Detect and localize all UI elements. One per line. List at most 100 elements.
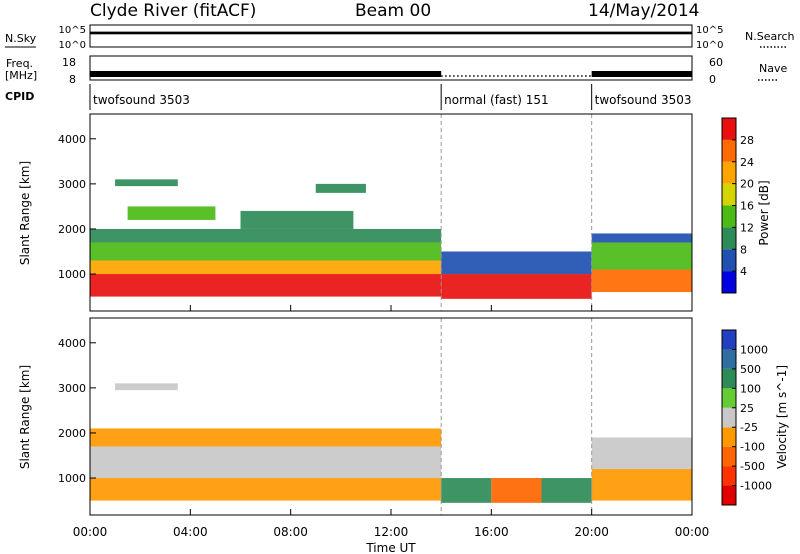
noise-lines bbox=[90, 31, 692, 35]
colorbar-tick-label-4: 25 bbox=[740, 402, 754, 415]
heatmap-cell-5 bbox=[240, 210, 354, 229]
colorbar-swatch-7 bbox=[722, 349, 736, 369]
freq-right-tick-top: 60 bbox=[709, 56, 723, 69]
colorbar-tick-label-2: 12 bbox=[740, 221, 754, 234]
x-tick-label-5: 20:00 bbox=[574, 525, 609, 539]
power-y-label: Slant Range [km] bbox=[18, 161, 32, 265]
noise-left-label: N.Sky bbox=[5, 32, 37, 45]
colorbar-swatch-0 bbox=[722, 271, 736, 293]
heatmap-cell-1 bbox=[90, 446, 442, 479]
colorbar-tick-label-0: -1000 bbox=[740, 480, 772, 493]
colorbar-tick-label-1: 8 bbox=[740, 243, 747, 256]
heatmap-cell-2 bbox=[90, 242, 442, 261]
power-colorbar: 4 8 12 16 20 24 28 bbox=[721, 117, 754, 294]
x-tick-label-6: 00:00 bbox=[675, 525, 710, 539]
cpid-label: CPID bbox=[5, 90, 34, 103]
noise-right-label: N.Search bbox=[745, 30, 795, 43]
heatmap-cell-2 bbox=[90, 428, 442, 447]
colorbar-frame bbox=[721, 329, 737, 506]
heatmap-cell-0 bbox=[90, 478, 442, 501]
x-tick-label-3: 12:00 bbox=[374, 525, 409, 539]
x-tick-label-4: 16:00 bbox=[474, 525, 509, 539]
station-title: Clyde River (fitACF) bbox=[90, 1, 256, 21]
x-tick-label-2: 08:00 bbox=[273, 525, 308, 539]
colorbar-swatch-1 bbox=[722, 466, 736, 486]
y-tick-label-3: 4000 bbox=[58, 133, 86, 146]
heatmap-cell-6 bbox=[541, 478, 592, 503]
velocity-heatmap bbox=[90, 318, 692, 515]
cpid-segment-label-1: normal (fast) 151 bbox=[444, 93, 548, 107]
freq-left-tick-bottom: 8 bbox=[69, 73, 76, 86]
heatmap-cell-7 bbox=[315, 183, 366, 193]
beam-title: Beam 00 bbox=[355, 1, 431, 21]
colorbar-tick-label-4: 20 bbox=[740, 178, 754, 191]
freq-panel-frame bbox=[89, 55, 693, 81]
time-axis-label: Time UT bbox=[365, 541, 416, 554]
heatmap-cell-4 bbox=[441, 478, 492, 503]
heatmap-cell-11 bbox=[591, 242, 692, 270]
nave-label: Nave bbox=[759, 62, 787, 75]
heatmap-cell-4 bbox=[127, 206, 216, 220]
colorbar-tick-label-3: 16 bbox=[740, 200, 754, 213]
heatmap-cell-9 bbox=[441, 251, 592, 275]
heatmap-cell-8 bbox=[591, 437, 692, 470]
y-tick-label-3: 4000 bbox=[58, 337, 86, 350]
freq-left-tick-top: 18 bbox=[62, 56, 76, 69]
colorbar-swatch-6 bbox=[722, 139, 736, 162]
colorbar-tick-label-5: 100 bbox=[740, 382, 761, 395]
heatmap-cell-3 bbox=[90, 228, 442, 243]
colorbar-tick-label-0: 4 bbox=[740, 265, 747, 278]
freq-segment-1 bbox=[441, 71, 591, 77]
velocity-colorbar-label: Velocity [m s^-1] bbox=[775, 365, 789, 469]
y-tick-label-1: 2000 bbox=[58, 223, 86, 236]
noise-left-tick-bottom: 10^0 bbox=[59, 40, 86, 51]
freq-left-label-line1: Freq. bbox=[6, 57, 33, 70]
cpid-segment-label-0: twofsound 3503 bbox=[93, 93, 190, 107]
colorbar-tick-label-1: -500 bbox=[740, 460, 765, 473]
x-tick-label-1: 04:00 bbox=[173, 525, 208, 539]
colorbar-swatch-6 bbox=[722, 368, 736, 389]
colorbar-swatch-2 bbox=[722, 227, 736, 250]
x-tick-label-0: 00:00 bbox=[73, 525, 108, 539]
heatmap-cell-3 bbox=[115, 383, 178, 391]
colorbar-swatch-0 bbox=[722, 485, 736, 505]
power-colorbar-label: Power [dB] bbox=[757, 180, 771, 245]
heatmap-cell-1 bbox=[90, 260, 442, 275]
y-tick-label-1: 2000 bbox=[58, 427, 86, 440]
colorbar-swatch-3 bbox=[722, 205, 736, 228]
velocity-y-label: Slant Range [km] bbox=[18, 365, 32, 469]
y-tick-label-0: 1000 bbox=[58, 268, 86, 281]
velocity-colorbar: -1000 -500 -100 -25 25 100 500 1000 bbox=[721, 329, 772, 506]
cpid-row: twofsound 3503 normal (fast) 151 twofsound… bbox=[89, 84, 692, 110]
heatmap-cell-8 bbox=[441, 274, 592, 299]
cpid-segment-label-2: twofsound 3503 bbox=[595, 93, 692, 107]
y-tick-label-0: 1000 bbox=[58, 472, 86, 485]
colorbar-swatch-7 bbox=[722, 118, 736, 140]
colorbar-tick-label-6: 500 bbox=[740, 363, 761, 376]
freq-segment-0 bbox=[90, 71, 442, 77]
freq-right-tick-bottom: 0 bbox=[709, 73, 716, 86]
colorbar-swatch-4 bbox=[722, 407, 736, 428]
freq-segment-2 bbox=[591, 71, 692, 77]
heatmap-cell-5 bbox=[491, 478, 542, 503]
colorbar-swatch-4 bbox=[722, 183, 736, 206]
colorbar-swatch-8 bbox=[722, 330, 736, 350]
heatmap-cell-6 bbox=[115, 179, 178, 187]
noise-left-tick-top: 10^5 bbox=[59, 25, 86, 36]
colorbar-swatch-2 bbox=[722, 446, 736, 467]
time-axis: 00:00 04:00 08:00 12:00 16:00 20:00 00:00 bbox=[73, 305, 710, 539]
colorbar-swatch-1 bbox=[722, 249, 736, 272]
noise-right-tick-bottom: 10^0 bbox=[696, 40, 723, 51]
freq-lines bbox=[90, 71, 692, 77]
heatmap-cell-10 bbox=[591, 269, 692, 293]
freq-left-label-line2: [MHz] bbox=[5, 69, 37, 82]
noise-panel-frame bbox=[89, 24, 693, 48]
colorbar-swatch-3 bbox=[722, 427, 736, 447]
power-heatmap bbox=[90, 114, 692, 311]
colorbar-tick-label-7: 1000 bbox=[740, 343, 768, 356]
y-tick-label-2: 3000 bbox=[58, 178, 86, 191]
heatmap-cell-7 bbox=[591, 469, 692, 501]
heatmap-cell-12 bbox=[591, 233, 692, 243]
colorbar-tick-label-6: 28 bbox=[740, 134, 754, 147]
